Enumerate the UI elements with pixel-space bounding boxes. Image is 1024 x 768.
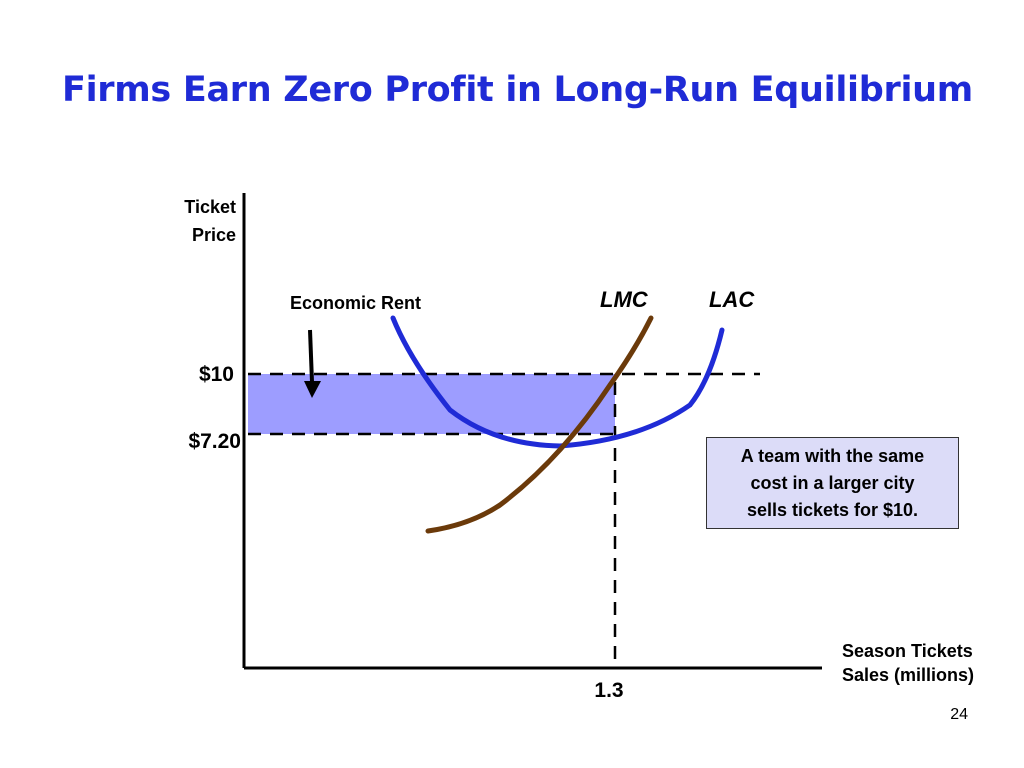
note-box: A team with the same cost in a larger ci… xyxy=(706,437,959,529)
lac-curve xyxy=(390,315,725,449)
lmc-curve xyxy=(425,315,654,534)
x-axis-label-line1: Season Tickets xyxy=(842,641,973,661)
note-text: A team with the same cost in a larger ci… xyxy=(740,445,925,520)
economic-rent-label: Economic Rent xyxy=(290,293,421,313)
y-axis-label-line1: Ticket xyxy=(184,197,236,217)
quantity-label: 1.3 xyxy=(594,679,623,702)
lac-label: LAC xyxy=(709,287,755,312)
page-number: 24 xyxy=(950,706,968,723)
price-high-label: $10 xyxy=(199,363,234,386)
y-axis-label-line2: Price xyxy=(192,225,236,245)
x-axis-label-line2: Sales (millions) xyxy=(842,665,974,685)
economic-rent-arrow xyxy=(308,329,314,383)
lmc-label: LMC xyxy=(600,287,649,312)
slide-title: Firms Earn Zero Profit in Long-Run Equil… xyxy=(62,70,973,110)
arrow-head-icon xyxy=(304,381,321,398)
price-low-label: $7.20 xyxy=(188,430,241,453)
